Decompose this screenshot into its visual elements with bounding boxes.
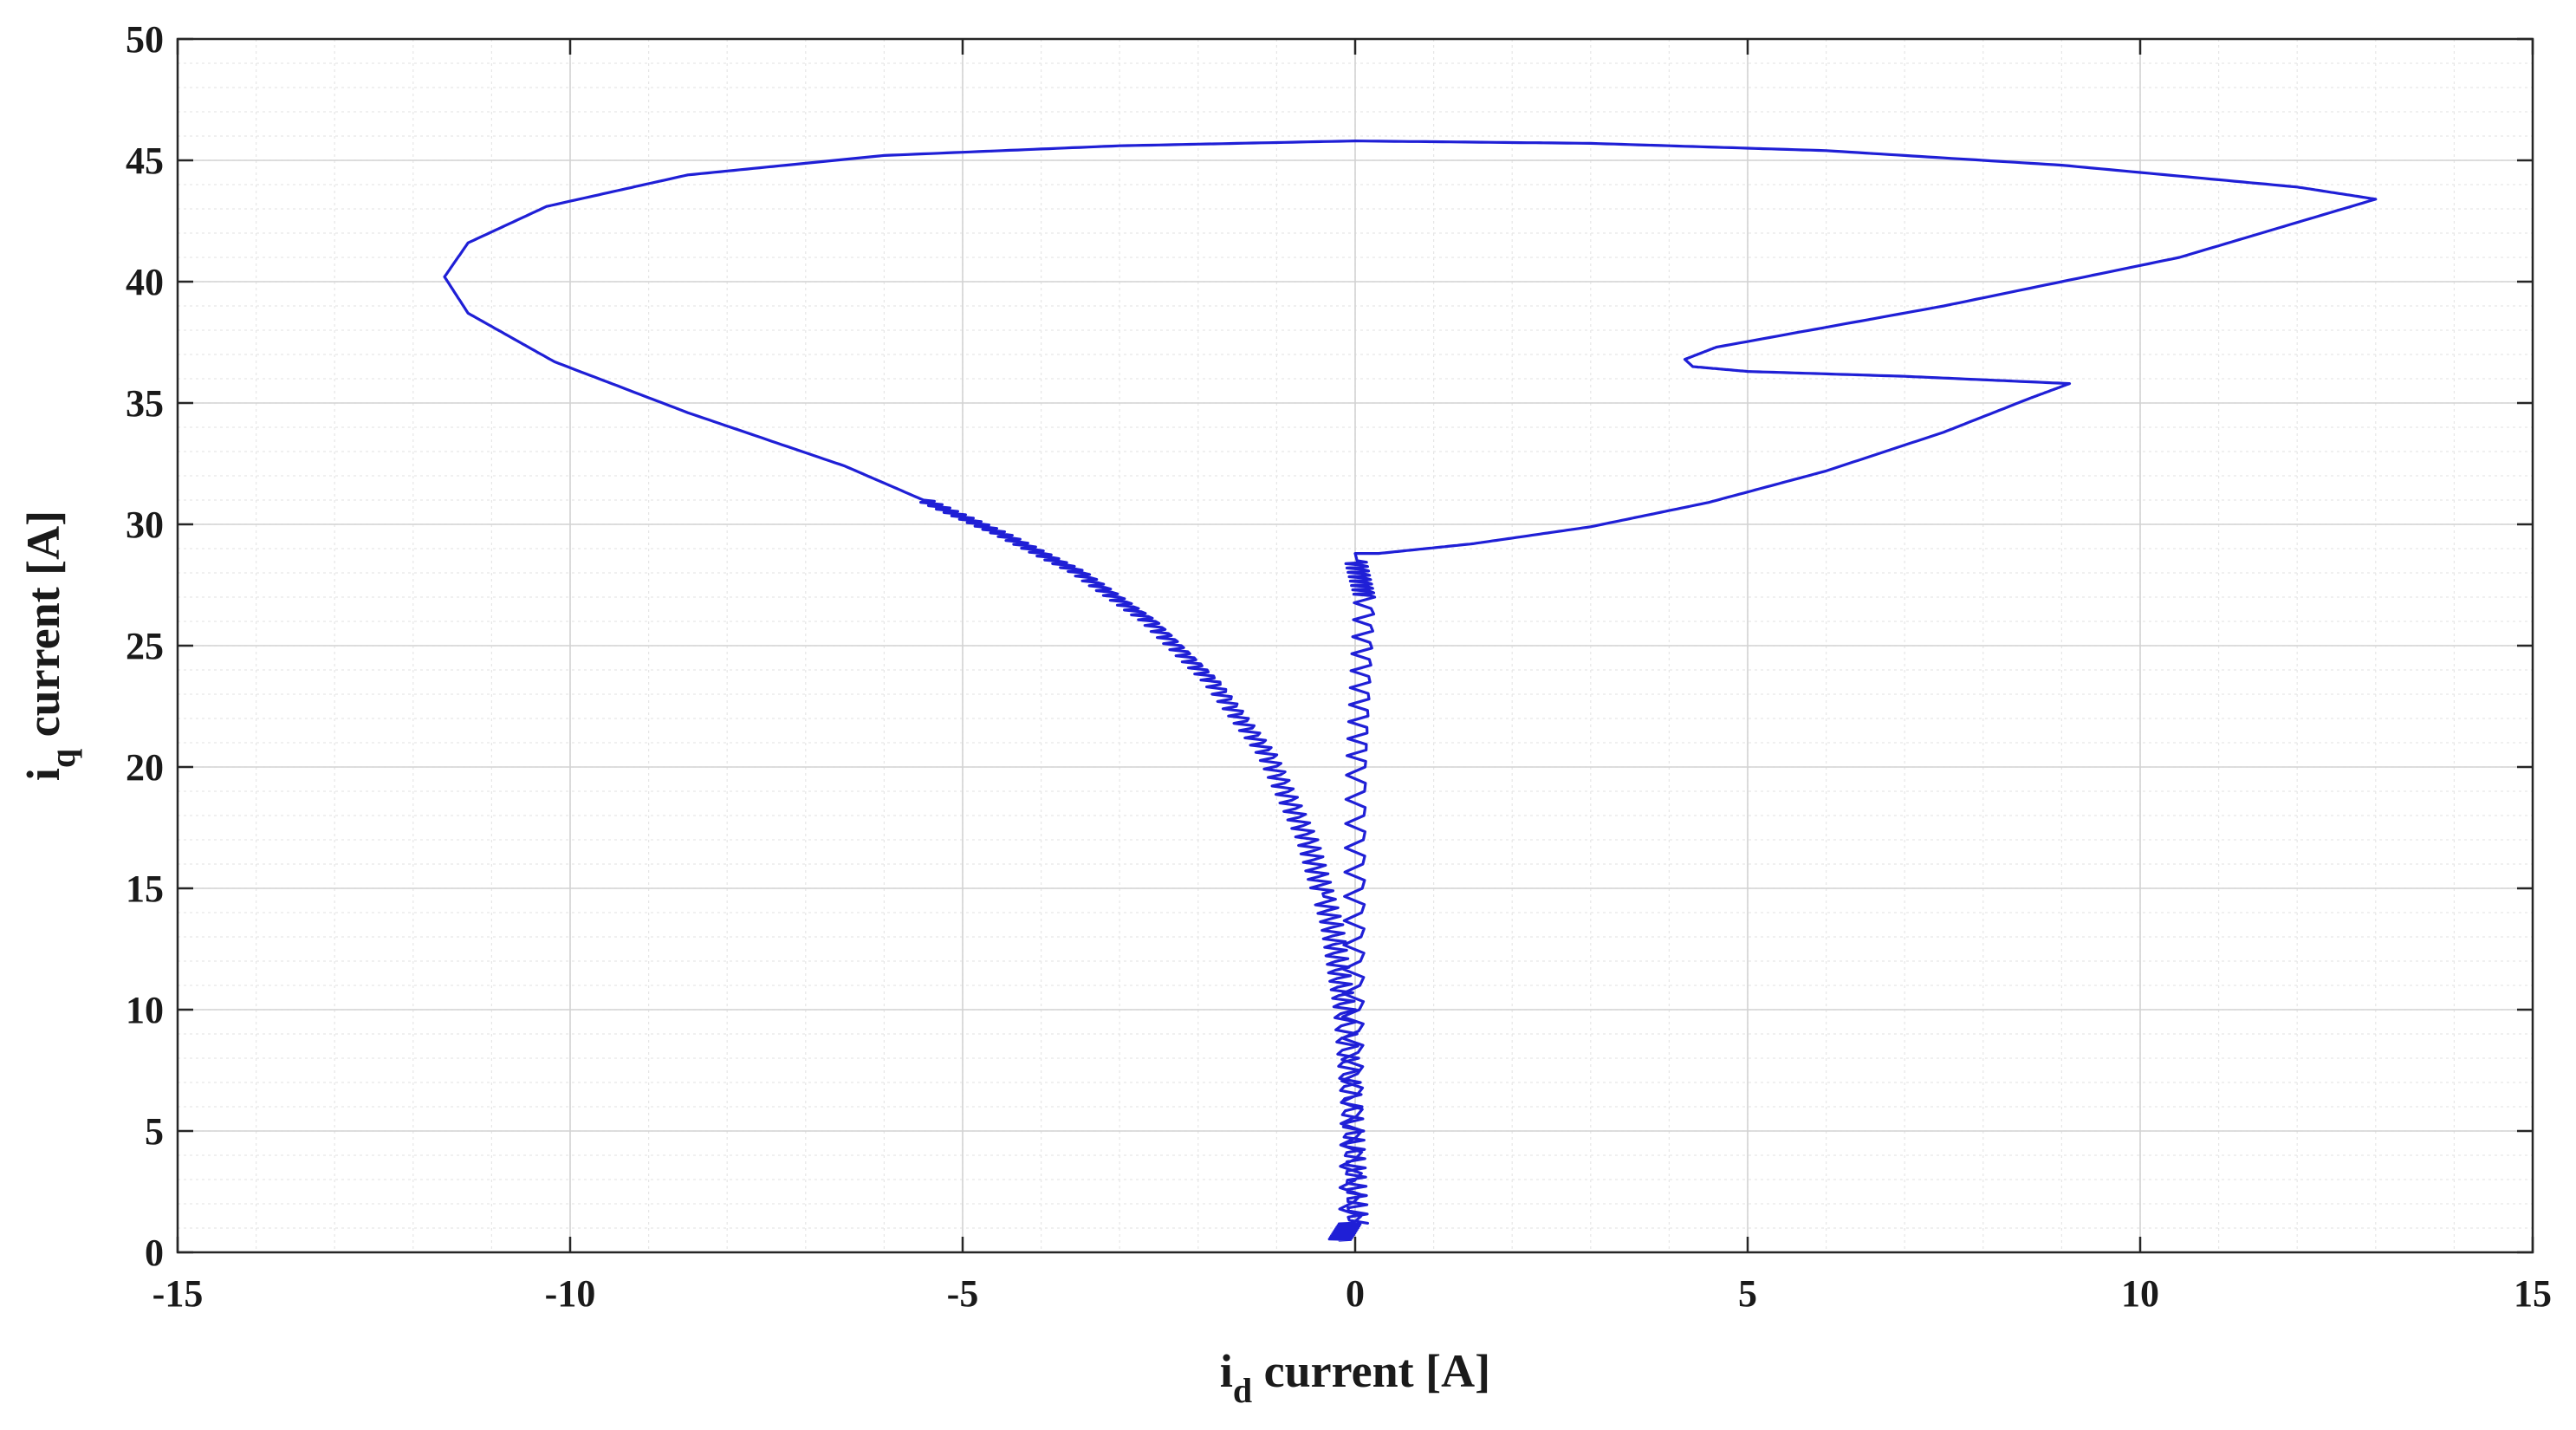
x-tick-label: 0 (1346, 1272, 1365, 1315)
x-tick-labels: -15 -10 -5 0 5 10 15 (152, 1272, 2552, 1315)
y-axis-label: iq current [A] (17, 510, 82, 781)
y-tick-label: 50 (126, 18, 164, 61)
y-tick-label: 5 (145, 1110, 164, 1153)
x-tick-label: -10 (545, 1272, 596, 1315)
axis-ticks (176, 37, 2534, 1254)
y-tick-label: 30 (126, 504, 164, 546)
x-tick-label: -15 (152, 1272, 204, 1315)
y-tick-label: 25 (126, 625, 164, 667)
y-tick-label: 35 (126, 382, 164, 425)
y-tick-label: 40 (126, 261, 164, 303)
x-axis-label-rest: current [A] (1252, 1345, 1490, 1397)
y-axis-label-main: i (17, 768, 69, 781)
y-tick-label: 20 (126, 746, 164, 789)
y-tick-label: 10 (126, 989, 164, 1031)
y-tick-labels: 0 5 10 15 20 25 30 35 40 45 50 (126, 18, 164, 1274)
y-tick-label: 15 (126, 868, 164, 910)
x-axis-label-main: i (1220, 1345, 1233, 1397)
x-tick-label: 15 (2514, 1272, 2552, 1315)
x-axis-label: id current [A] (1220, 1345, 1490, 1410)
x-tick-label: 10 (2121, 1272, 2159, 1315)
y-axis-label-subscript: q (43, 749, 82, 768)
current-trajectory-line (443, 140, 2378, 1242)
x-tick-label: 5 (1738, 1272, 1757, 1315)
y-axis-label-rest: current [A] (17, 510, 69, 749)
y-tick-label: 45 (126, 140, 164, 182)
x-tick-label: -5 (947, 1272, 979, 1315)
y-tick-label: 0 (145, 1232, 164, 1274)
x-axis-label-subscript: d (1233, 1371, 1252, 1410)
